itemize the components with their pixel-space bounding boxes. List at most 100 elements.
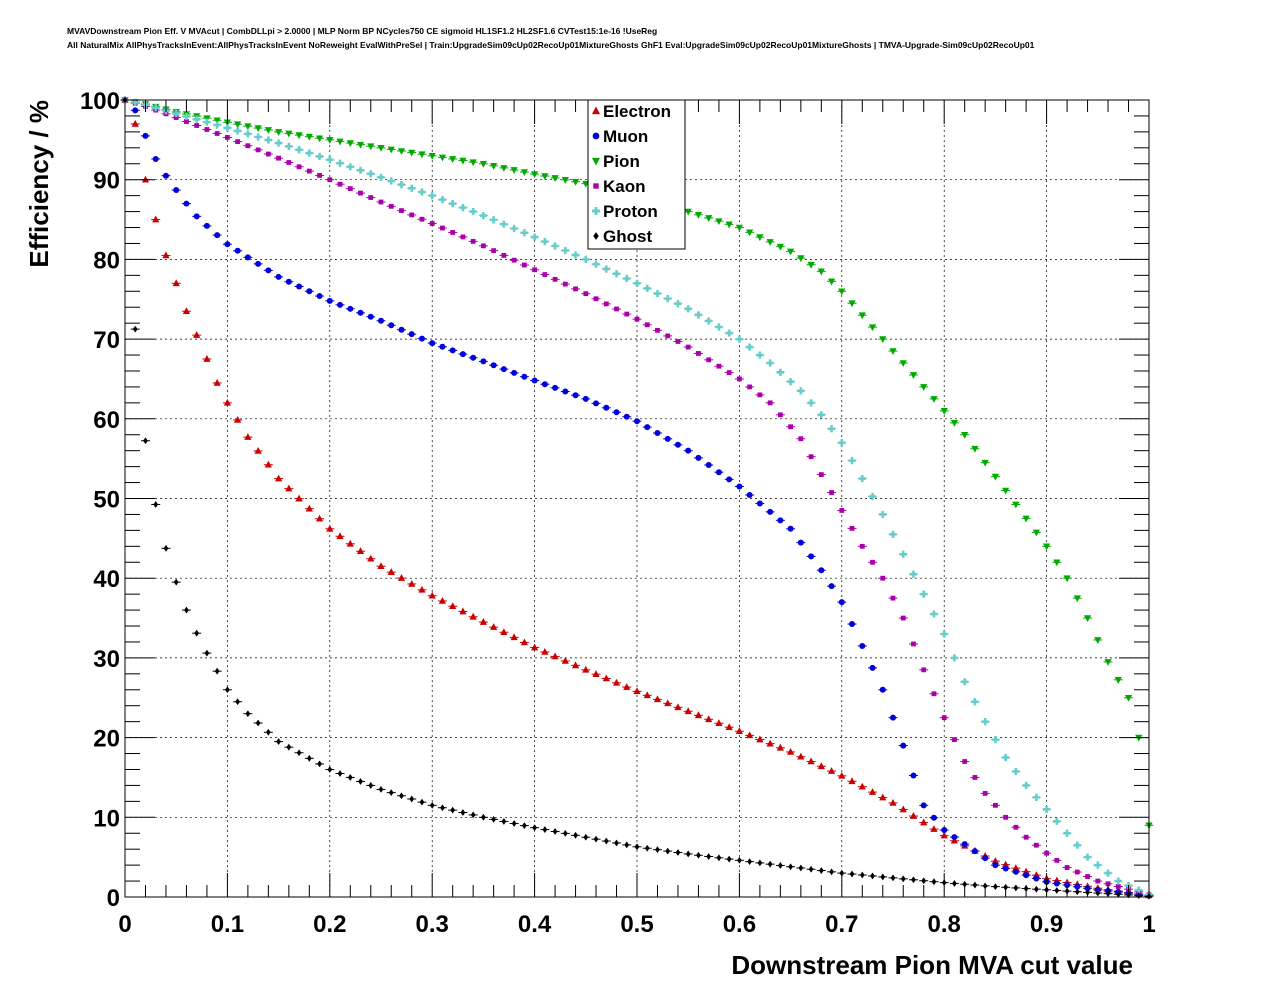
- data-point: [449, 347, 456, 354]
- data-point: [245, 143, 251, 149]
- data-point: [674, 703, 682, 711]
- data-point: [317, 760, 322, 768]
- data-point: [817, 762, 825, 770]
- data-point: [296, 283, 303, 290]
- y-axis-label: Efficiency / %: [24, 100, 54, 268]
- data-point: [839, 508, 845, 513]
- data-point: [162, 172, 169, 179]
- y-tick-label: 0: [107, 885, 120, 912]
- data-point: [562, 388, 569, 395]
- data-point: [438, 596, 447, 604]
- x-tick-label: 0.2: [313, 911, 346, 938]
- data-point: [807, 261, 815, 269]
- y-tick-label: 60: [93, 407, 120, 434]
- data-point: [798, 436, 804, 442]
- data-point: [235, 139, 241, 145]
- data-point: [213, 378, 221, 386]
- data-point: [694, 211, 703, 219]
- data-point: [715, 323, 723, 331]
- data-point: [624, 841, 630, 849]
- data-point: [470, 354, 477, 361]
- data-point: [777, 862, 783, 869]
- data-point: [387, 146, 395, 154]
- data-point: [705, 317, 713, 325]
- data-point: [438, 154, 447, 162]
- data-point: [634, 843, 640, 851]
- data-point: [930, 610, 938, 618]
- data-point: [295, 494, 303, 502]
- data-point: [879, 686, 886, 693]
- data-point: [940, 831, 948, 839]
- data-point: [531, 377, 538, 384]
- data-point: [1012, 501, 1020, 509]
- data-point: [777, 412, 783, 418]
- data-point: [521, 262, 527, 268]
- data-point: [1033, 885, 1039, 893]
- data-point: [900, 615, 906, 621]
- data-point: [972, 775, 978, 780]
- data-point: [940, 408, 948, 415]
- data-point: [735, 224, 743, 232]
- data-point: [305, 133, 313, 141]
- data-point: [358, 778, 363, 785]
- data-point: [315, 135, 324, 143]
- data-point: [214, 131, 220, 136]
- data-point: [1044, 850, 1049, 856]
- data-point: [849, 525, 855, 531]
- data-point: [275, 139, 283, 147]
- data-point: [399, 208, 404, 214]
- data-point: [552, 384, 559, 391]
- data-point: [911, 641, 916, 647]
- data-point: [510, 224, 518, 233]
- data-point: [715, 469, 722, 476]
- data-point: [183, 200, 190, 207]
- legend-marker-ghost: [593, 232, 599, 240]
- data-point: [817, 268, 825, 276]
- data-point: [859, 543, 865, 549]
- data-point: [726, 370, 732, 375]
- data-point: [305, 149, 313, 157]
- data-point: [952, 737, 957, 742]
- data-point: [747, 858, 753, 866]
- data-point: [459, 607, 467, 615]
- data-point: [797, 752, 805, 760]
- legend-marker-pion: [591, 157, 601, 166]
- data-point: [705, 715, 713, 723]
- data-point: [583, 291, 589, 297]
- data-point: [223, 398, 231, 406]
- data-point: [838, 599, 845, 606]
- axis-ticks: 0 0.1 0.2 0.3 0.4 0.5 0.6 0.7 0.8 0.9 101020304050…: [80, 88, 1156, 938]
- data-point: [664, 699, 672, 707]
- data-point: [264, 136, 272, 144]
- data-point: [1002, 865, 1009, 872]
- data-point: [838, 288, 846, 296]
- data-point: [490, 623, 498, 630]
- data-point: [153, 501, 159, 508]
- data-point: [449, 156, 457, 163]
- data-point: [481, 813, 486, 821]
- data-point: [603, 404, 610, 411]
- data-point: [480, 358, 487, 365]
- data-point: [1002, 753, 1010, 762]
- data-point: [418, 335, 425, 342]
- data-point: [245, 710, 251, 718]
- data-point: [152, 155, 159, 162]
- data-point: [223, 124, 231, 132]
- x-tick-label: 1: [1142, 911, 1155, 938]
- series-pion: [120, 97, 1154, 830]
- data-point: [1032, 793, 1040, 801]
- data-point: [767, 508, 774, 515]
- data-point: [674, 441, 681, 448]
- data-point: [593, 296, 599, 302]
- data-point: [479, 160, 487, 168]
- data-point: [419, 216, 425, 222]
- data-point: [214, 667, 220, 675]
- data-point: [1073, 841, 1081, 849]
- y-tick-label: 70: [93, 327, 120, 354]
- data-point: [347, 774, 353, 781]
- data-point: [716, 854, 722, 862]
- data-point: [408, 579, 416, 587]
- data-point: [807, 399, 815, 407]
- data-point: [561, 177, 569, 184]
- data-point: [655, 327, 660, 333]
